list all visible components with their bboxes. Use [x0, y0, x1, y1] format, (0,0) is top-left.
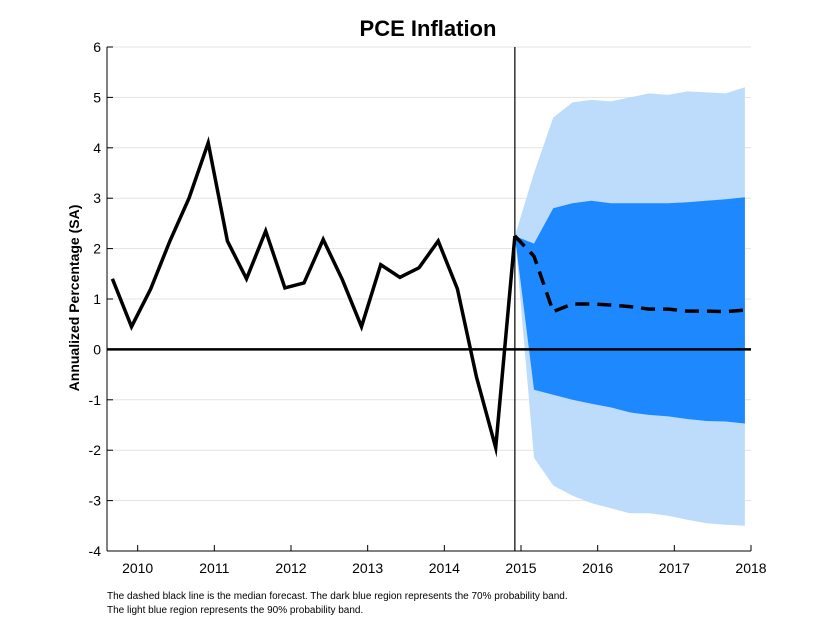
y-tick-label: 4 — [93, 140, 101, 156]
x-tick-label: 2016 — [582, 560, 613, 576]
y-tick-label: 0 — [93, 341, 101, 357]
chart-title: PCE Inflation — [360, 16, 497, 41]
x-tick-label: 2011 — [199, 560, 229, 576]
y-tick-label: 6 — [93, 39, 101, 55]
y-tick-label: 5 — [93, 89, 101, 105]
x-tick-label: 2010 — [122, 560, 153, 576]
series-lines — [110, 136, 746, 458]
footnote-line-1: The dashed black line is the median fore… — [107, 591, 568, 602]
y-tick-label: 2 — [93, 241, 101, 257]
x-tick-label: 2017 — [659, 560, 690, 576]
footnote-line-2: The light blue region represents the 90%… — [107, 605, 364, 616]
y-tick-label: -1 — [89, 392, 102, 408]
y-tick-label: -2 — [89, 442, 102, 458]
x-tick-label: 2015 — [505, 560, 536, 576]
x-tick-label: 2018 — [735, 560, 766, 576]
y-tick-labels: -4 -3 -2 -1 0 1 2 3 4 5 6 — [89, 39, 102, 559]
historical-line — [110, 136, 517, 458]
y-tick-label: 3 — [93, 190, 101, 206]
axes — [106, 46, 752, 552]
x-tick-label: 2013 — [352, 560, 383, 576]
x-tick-labels: 2010 2011 2012 2013 2014 2015 2016 2017 2018 — [122, 560, 767, 576]
median-forecast-line — [513, 234, 746, 314]
y-tick-label: -3 — [89, 493, 102, 509]
band-70-percent — [514, 197, 745, 424]
y-tick-label: -4 — [89, 543, 102, 559]
x-tick-label: 2014 — [429, 560, 460, 576]
y-tick-label: 1 — [93, 291, 101, 307]
y-axis-label: Annualized Percentage (SA) — [66, 205, 82, 392]
x-tick-label: 2012 — [275, 560, 306, 576]
